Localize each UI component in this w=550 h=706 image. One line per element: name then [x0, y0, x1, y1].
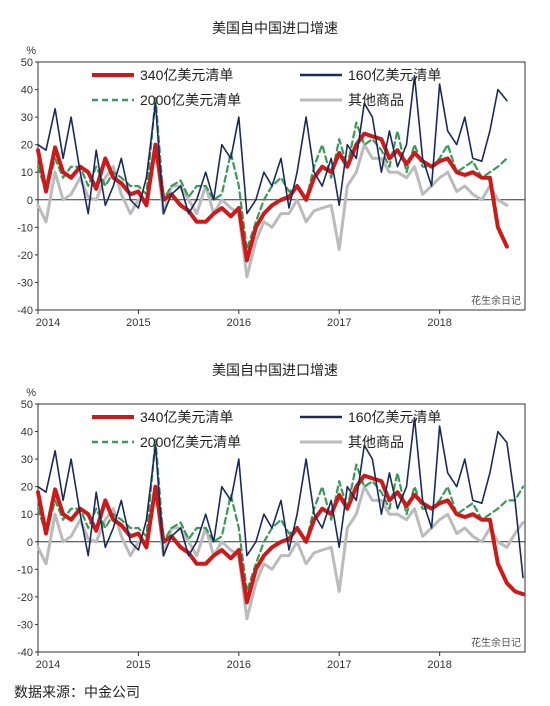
y-tick-label: -30 — [17, 619, 33, 631]
x-tick-label: 2014 — [36, 659, 60, 671]
legend-label: 160亿美元清单 — [348, 67, 441, 83]
y-axis-label: % — [26, 387, 36, 399]
chart-panel-top: 美国自中国进口增速 50 40 30 20 10 0 -10 -20 -30 -40% 2014 20… — [0, 0, 550, 340]
y-tick-label: 20 — [21, 140, 33, 152]
y-tick-label: 30 — [21, 454, 33, 466]
x-tick-label: 2017 — [327, 317, 351, 329]
y-tick-label: 50 — [21, 399, 33, 411]
legend-label: 340亿美元清单 — [140, 409, 233, 425]
x-tick-label: 2014 — [36, 317, 60, 329]
y-tick-label: -30 — [17, 277, 33, 289]
x-tick-label: 2016 — [227, 317, 251, 329]
y-tick-label: 50 — [21, 57, 33, 69]
y-tick-label: -10 — [17, 222, 33, 234]
chart-title: 美国自中国进口增速 — [212, 363, 338, 379]
chart-title: 美国自中国进口增速 — [212, 21, 338, 37]
y-tick-label: 40 — [21, 427, 33, 439]
y-tick-label: -40 — [17, 647, 33, 659]
y-tick-label: 10 — [21, 509, 33, 521]
legend-label: 2000亿美元清单 — [140, 434, 241, 450]
y-tick-label: -20 — [17, 592, 33, 604]
y-tick-label: 0 — [27, 195, 33, 207]
legend-label: 160亿美元清单 — [348, 409, 441, 425]
plot-frame — [37, 403, 526, 653]
chart-svg-top: 50 40 30 20 10 0 -10 -20 -30 -40% 2014 2015 2016 2017… — [17, 45, 526, 329]
y-tick-label: 10 — [21, 167, 33, 179]
series-line-1 — [36, 485, 525, 621]
y-tick-label: 40 — [21, 85, 33, 97]
y-tick-label: -20 — [17, 250, 33, 262]
y-tick-label: 20 — [21, 482, 33, 494]
legend-label: 其他商品 — [348, 434, 404, 450]
plot-frame — [37, 61, 526, 311]
watermark-text: 花生余日记 — [471, 294, 521, 307]
source-note: 数据来源：中金公司 — [14, 685, 140, 701]
series-line-4 — [37, 417, 524, 579]
x-tick-label: 2018 — [427, 317, 451, 329]
legend-label: 340亿美元清单 — [140, 67, 233, 83]
x-tick-label: 2016 — [227, 659, 251, 671]
chart-panel-bottom: 美国自中国进口增速 50 40 30 20 10 0 -10 -20 -30 -40% 2014 20… — [0, 342, 550, 682]
legend-label: 其他商品 — [348, 92, 404, 108]
y-tick-label: -40 — [17, 305, 33, 317]
x-tick-label: 2017 — [327, 659, 351, 671]
y-axis-label: % — [26, 45, 36, 57]
y-tick-label: 0 — [27, 537, 33, 549]
chart-svg-bottom: 50 40 30 20 10 0 -10 -20 -30 -40% 2014 2015 2016 2017… — [17, 387, 526, 671]
watermark-text: 花生余日记 — [471, 636, 521, 649]
x-tick-label: 2018 — [427, 659, 451, 671]
y-tick-label: 30 — [21, 112, 33, 124]
legend-label: 2000亿美元清单 — [140, 92, 241, 108]
y-tick-label: -10 — [17, 564, 33, 576]
x-tick-label: 2015 — [126, 659, 150, 671]
series-line-2 — [36, 438, 525, 593]
series-line-4 — [37, 75, 508, 215]
series-line-3 — [36, 473, 525, 605]
x-tick-label: 2015 — [126, 317, 150, 329]
